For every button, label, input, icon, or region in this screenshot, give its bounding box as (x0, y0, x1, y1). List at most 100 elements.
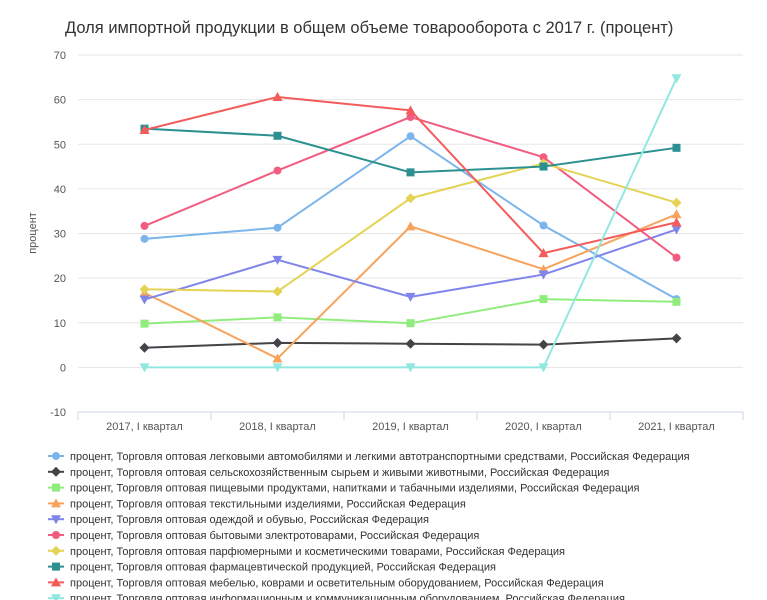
series-5 (139, 225, 682, 305)
data-point (272, 255, 283, 265)
data-point (539, 162, 548, 171)
y-axis: -10 0 10 20 30 40 50 60 70 (50, 50, 66, 419)
legend-item[interactable]: процент, Торговля оптовая одеждой и обув… (48, 514, 429, 526)
legend-marker-icon (52, 452, 60, 460)
data-point (671, 217, 682, 227)
data-point (272, 353, 283, 363)
data-point (272, 363, 283, 373)
data-point (671, 209, 682, 219)
legend-label: процент, Торговля оптовая мебелью, ковра… (70, 577, 604, 589)
data-point (538, 339, 549, 350)
legend-item[interactable]: процент, Торговля оптовая мебелью, ковра… (48, 577, 604, 589)
legend-label: процент, Торговля оптовая парфюмерными и… (70, 546, 565, 558)
legend-item[interactable]: процент, Торговля оптовая фармацевтическ… (48, 562, 496, 574)
data-point (139, 295, 150, 305)
legend-marker-icon (51, 498, 61, 508)
data-point (672, 253, 681, 262)
legend-label: процент, Торговля оптовая фармацевтическ… (70, 562, 496, 574)
data-point (539, 153, 548, 162)
series-9 (139, 91, 682, 258)
data-point (139, 284, 150, 295)
data-point (672, 297, 681, 306)
legend-marker-icon (52, 483, 60, 492)
legend-label: процент, Торговля оптовая пищевыми проду… (70, 483, 640, 495)
y-axis-label: процент (27, 212, 39, 254)
x-tick-label: 2020, I квартал (505, 421, 582, 433)
y-tick-label: -10 (50, 407, 66, 419)
legend-marker-icon (51, 577, 61, 587)
y-tick-label: 30 (54, 229, 66, 241)
data-point (273, 131, 282, 140)
legend-item[interactable]: процент, Торговля оптовая бытовыми элект… (48, 530, 479, 542)
y-tick-label: 50 (54, 139, 66, 151)
x-tick-label: 2021, I квартал (638, 421, 715, 433)
data-point (139, 363, 150, 373)
y-tick-label: 70 (54, 50, 66, 62)
series-3 (140, 295, 681, 328)
data-point (273, 313, 282, 322)
data-point (539, 295, 548, 304)
legend-marker-icon (51, 466, 61, 477)
series-layer (139, 74, 682, 373)
data-point (672, 143, 681, 152)
series-line (143, 135, 678, 301)
legend-label: процент, Торговля оптовая информационным… (70, 593, 625, 600)
legend-marker-icon (52, 562, 60, 571)
data-point (406, 168, 415, 177)
legend-marker-icon (51, 515, 61, 525)
data-point (273, 166, 282, 175)
data-point (405, 338, 416, 349)
data-point (539, 221, 548, 230)
data-point (405, 292, 416, 302)
y-tick-label: 40 (54, 184, 66, 196)
legend-item[interactable]: процент, Торговля оптовая сельскохозяйст… (48, 466, 609, 479)
data-point (140, 319, 149, 328)
legend-label: процент, Торговля оптовая текстильными и… (70, 498, 466, 510)
legend-marker-icon (52, 531, 60, 539)
data-point (405, 363, 416, 373)
legend-label: процент, Торговля оптовая бытовыми элект… (70, 530, 479, 542)
y-tick-label: 10 (54, 318, 66, 330)
data-point (538, 363, 549, 373)
legend-item[interactable]: процент, Торговля оптовая парфюмерными и… (48, 545, 565, 558)
data-point (671, 333, 682, 344)
data-point (140, 221, 149, 230)
legend-item[interactable]: процент, Торговля оптовая легковыми авто… (48, 451, 690, 463)
legend-item[interactable]: процент, Торговля оптовая информационным… (48, 593, 625, 600)
legend-label: процент, Торговля оптовая одеждой и обув… (70, 514, 429, 526)
data-point (273, 223, 282, 232)
series-line (143, 213, 678, 360)
legend-marker-icon (51, 594, 61, 600)
data-point (272, 91, 283, 101)
series-6 (140, 113, 681, 262)
series-10 (139, 74, 682, 373)
data-point (406, 132, 415, 141)
data-point (671, 197, 682, 208)
data-point (139, 342, 150, 353)
x-tick-label: 2019, I квартал (372, 421, 449, 433)
data-point (671, 74, 682, 84)
data-point (139, 124, 150, 134)
legend: процент, Торговля оптовая легковыми авто… (48, 451, 690, 600)
data-point (405, 221, 416, 231)
y-tick-label: 20 (54, 273, 66, 285)
legend-item[interactable]: процент, Торговля оптовая пищевыми проду… (48, 483, 640, 495)
data-point (405, 193, 416, 204)
legend-item[interactable]: процент, Торговля оптовая текстильными и… (48, 498, 466, 510)
data-point (272, 337, 283, 348)
series-2 (139, 333, 682, 353)
data-point (140, 234, 149, 243)
x-axis: 2017, I квартал 2018, I квартал 2019, I кв… (77, 411, 744, 433)
data-point (272, 286, 283, 297)
data-point (406, 113, 415, 122)
data-point (405, 105, 416, 115)
legend-label: процент, Торговля оптовая сельскохозяйст… (70, 467, 609, 479)
legend-marker-icon (51, 545, 61, 556)
y-tick-label: 0 (60, 362, 66, 374)
data-point (671, 225, 682, 235)
chart-title: Доля импортной продукции в общем объеме … (65, 19, 673, 37)
legend-label: процент, Торговля оптовая легковыми авто… (70, 451, 690, 463)
x-tick-label: 2017, I квартал (106, 421, 183, 433)
